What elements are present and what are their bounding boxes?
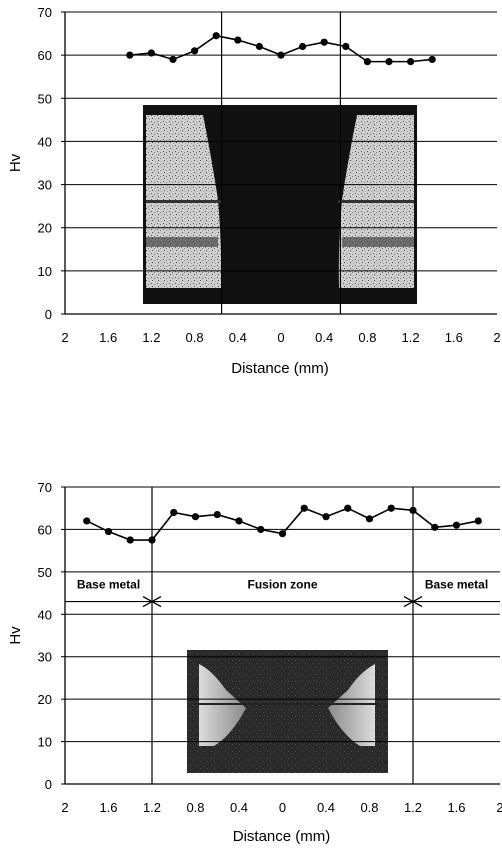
data-point: [278, 530, 287, 538]
data-point: [148, 536, 156, 544]
x-tick-label: 0.4: [315, 330, 333, 345]
y-tick-label: 20: [38, 692, 52, 707]
zone-annotation: Base metal: [77, 578, 140, 592]
zone-marker-x: [142, 595, 162, 608]
y-tick-label: 30: [38, 650, 52, 665]
data-point: [322, 513, 330, 521]
x-tick-label: 0.8: [186, 800, 204, 815]
x-tick-label: 0.4: [229, 330, 247, 345]
y-tick-label: 20: [38, 221, 52, 236]
x-tick-label: 0: [279, 800, 286, 815]
x-tick-label: 2: [496, 800, 502, 815]
x-tick-label: 2: [493, 330, 500, 345]
data-point: [126, 51, 134, 59]
x-tick-label: 1.2: [402, 330, 420, 345]
x-axis-label: Distance (mm): [233, 828, 331, 845]
data-point: [234, 36, 242, 44]
y-tick-label: 60: [38, 48, 52, 63]
x-tick-label: 1.6: [445, 330, 463, 345]
y-tick-label: 70: [38, 480, 52, 495]
data-point: [235, 517, 243, 525]
micrograph-inset-2: [187, 650, 388, 773]
data-point: [428, 55, 436, 64]
data-point: [365, 515, 374, 523]
data-point: [212, 32, 220, 40]
data-point: [300, 504, 308, 512]
chart-2: 0 10 20 30 40 50 60 70 2 1.6 1.2 0.8 0.4 0 0.4 0.8 1.2 1.…: [7, 480, 502, 845]
data-point: [277, 51, 285, 59]
data-point: [474, 517, 482, 525]
x-tick-label: 0.4: [317, 800, 335, 815]
y-axis-label: Hv: [7, 153, 24, 172]
x-tick-label: 1.2: [143, 800, 161, 815]
data-point: [320, 38, 328, 46]
x-axis-label: Distance (mm): [231, 360, 329, 377]
data-point: [191, 513, 200, 521]
y-tick-label: 10: [38, 264, 52, 279]
x-tick-label: 1.6: [99, 330, 117, 345]
y-tick-label: 30: [38, 178, 52, 193]
data-point: [169, 55, 177, 64]
y-tick-label: 70: [38, 5, 52, 20]
data-point: [431, 523, 439, 531]
data-point: [257, 525, 265, 534]
y-tick-label: 40: [38, 607, 52, 622]
data-point: [452, 521, 461, 529]
y-tick-label: 10: [38, 735, 52, 750]
data-point: [255, 42, 263, 51]
y-tick-label: 60: [38, 522, 52, 537]
data-point: [126, 536, 134, 544]
data-point: [387, 504, 395, 512]
x-tick-label: 0.4: [230, 800, 248, 815]
data-point: [407, 58, 415, 66]
x-tick-label: 1.6: [447, 800, 465, 815]
data-point: [170, 508, 178, 517]
micrograph-inset-1: [143, 105, 417, 304]
data-point: [104, 527, 113, 536]
x-tick-label: 0: [277, 330, 284, 345]
data-point: [385, 58, 393, 66]
chart-1: 0 10 20 30 40 50 60 70 2 1.6 1.2 0.8 0.4 0 0.4 0.8 1.2 1.…: [7, 5, 501, 377]
data-point: [299, 42, 307, 51]
x-tick-label: 0.8: [360, 800, 378, 815]
x-tick-label: 0.8: [358, 330, 376, 345]
data-point: [342, 42, 350, 51]
y-tick-label: 0: [45, 307, 52, 322]
zone-annotation: Base metal: [425, 578, 488, 592]
data-point: [409, 506, 417, 514]
y-tick-label: 40: [38, 134, 52, 149]
x-tick-label: 1.6: [99, 800, 117, 815]
x-tick-label: 2: [61, 800, 68, 815]
zone-marker-x: [403, 595, 423, 608]
data-point: [147, 49, 155, 57]
x-tick-label: 0.8: [186, 330, 204, 345]
data-point: [83, 517, 91, 525]
data-point: [213, 510, 221, 519]
x-tick-label: 1.2: [404, 800, 422, 815]
x-tick-label: 2: [61, 330, 68, 345]
y-axis-label: Hv: [7, 626, 24, 645]
y-tick-label: 0: [45, 777, 52, 792]
y-tick-label: 50: [38, 565, 52, 580]
data-point: [191, 47, 199, 55]
data-point: [344, 504, 352, 512]
x-tick-label: 1.2: [142, 330, 160, 345]
data-point: [363, 58, 371, 66]
y-tick-label: 50: [38, 91, 52, 106]
zone-annotation: Fusion zone: [248, 578, 318, 592]
